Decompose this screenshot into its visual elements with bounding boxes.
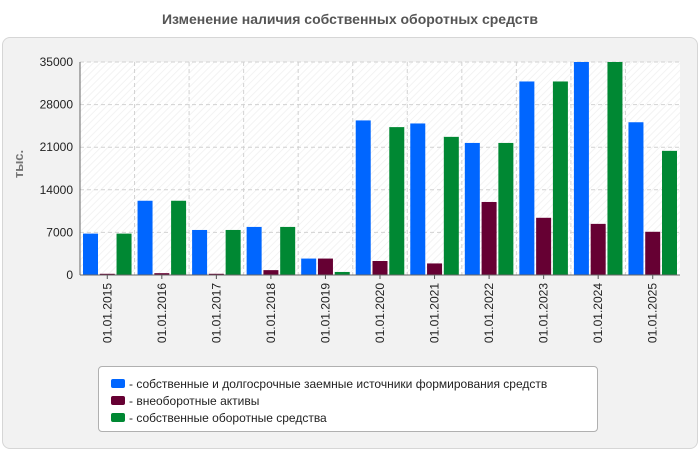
legend-swatch-noncurrent-assets [111, 396, 125, 405]
x-tick-label: 01.01.2017 [209, 283, 223, 343]
bar-noncurrent-assets [645, 231, 661, 275]
bar-sources [301, 258, 317, 275]
bar-noncurrent-assets [99, 273, 115, 275]
y-tick-label: 7000 [46, 225, 73, 239]
bar-noncurrent-assets [208, 273, 224, 275]
bar-working-capital [171, 200, 187, 275]
x-tick-label: 01.01.2016 [155, 283, 169, 343]
bar-working-capital [389, 127, 405, 275]
bar-noncurrent-assets [590, 223, 606, 275]
plot-area [80, 62, 680, 275]
bar-noncurrent-assets [263, 270, 279, 275]
chart-title: Изменение наличия собственных оборотных … [161, 11, 539, 27]
bar-sources [464, 142, 480, 275]
bar-sources [628, 122, 644, 276]
bar-sources [519, 81, 535, 275]
legend-label-sources: - собственные и долгосрочные заемные ист… [129, 376, 548, 391]
bar-sources [410, 123, 426, 275]
bar-sources [137, 200, 153, 275]
x-tick-label: 01.01.2020 [373, 283, 387, 343]
bar-working-capital [552, 81, 568, 275]
legend-item-working-capital: - собственные оборотные средства [111, 409, 597, 426]
bar-working-capital [334, 271, 350, 275]
legend-swatch-working-capital [111, 413, 125, 422]
bar-sources [246, 226, 262, 275]
x-tick-labels: 01.01.2015 01.01.2016 01.01.2017 01.01.2018… [100, 283, 659, 343]
x-tick-label: 01.01.2018 [264, 283, 278, 343]
legend-label-working-capital: - собственные оборотные средства [129, 410, 327, 425]
y-tick-label: 35000 [40, 55, 74, 69]
y-tick-label: 21000 [40, 140, 74, 154]
bar-noncurrent-assets [154, 273, 170, 275]
bar-noncurrent-assets [372, 261, 388, 275]
y-tick-labels: 0 7000 14000 21000 28000 35000 [40, 55, 74, 282]
bar-working-capital [662, 150, 677, 275]
x-tick-label: 01.01.2024 [591, 283, 605, 343]
legend: - собственные и долгосрочные заемные ист… [98, 366, 598, 432]
bar-sources [192, 229, 208, 275]
bar-noncurrent-assets [317, 258, 333, 275]
bar-noncurrent-assets [536, 217, 552, 275]
bar-noncurrent-assets [481, 201, 497, 275]
y-tick-label: 0 [66, 268, 73, 282]
bars-group [83, 62, 677, 276]
bar-sources [355, 120, 371, 276]
bar-working-capital [280, 226, 296, 275]
x-tick-label: 01.01.2025 [646, 283, 660, 343]
x-tick-label: 01.01.2015 [100, 283, 114, 343]
bar-working-capital [498, 142, 514, 275]
bar-noncurrent-assets [427, 263, 443, 275]
bar-working-capital [607, 62, 623, 275]
x-tick-label: 01.01.2023 [537, 283, 551, 343]
y-axis-label: тыс. [11, 150, 26, 178]
axes [79, 62, 680, 279]
y-tick-label: 14000 [40, 183, 74, 197]
legend-label-noncurrent-assets: - внеоборотные активы [129, 393, 260, 408]
y-tick-label: 28000 [40, 98, 74, 112]
bar-working-capital [443, 136, 459, 275]
legend-item-noncurrent-assets: - внеоборотные активы [111, 392, 597, 409]
bar-working-capital [116, 233, 132, 275]
x-tick-label: 01.01.2019 [318, 283, 332, 343]
legend-item-sources: - собственные и долгосрочные заемные ист… [111, 375, 597, 392]
bar-working-capital [225, 229, 241, 275]
legend-swatch-sources [111, 379, 125, 388]
bar-sources [83, 233, 98, 275]
x-tick-label: 01.01.2021 [428, 283, 442, 343]
bar-sources [573, 62, 589, 275]
x-tick-label: 01.01.2022 [482, 283, 496, 343]
